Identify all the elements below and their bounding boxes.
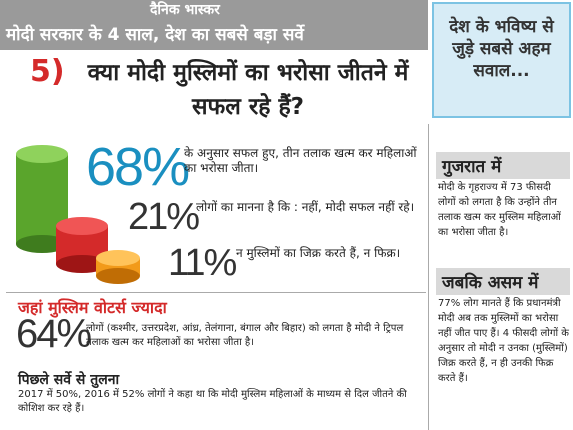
section-text: 2017 में 50%, 2016 में 52% लोगों ने कहा … [18, 389, 407, 414]
stat-text: के अनुसार सफल हुए, तीन तलाक खत्म कर महिल… [184, 146, 417, 175]
section-heading: जहां मुस्लिम वोटर्स ज्यादा [18, 298, 167, 317]
banner-title: मोदी सरकार के 4 साल, देश का सबसे बड़ा सर… [6, 25, 304, 45]
cylinder-red [56, 217, 108, 273]
section-heading: पिछले सर्वे से तुलना [18, 372, 120, 388]
logo: दैनिक भास्कर [150, 2, 220, 18]
stat-value: 64% [16, 312, 92, 356]
sidebar-box: देश के भविष्य से जुड़े सबसे अहम सवाल... [432, 2, 571, 118]
question-number: 5) [30, 54, 65, 89]
divider [6, 292, 426, 293]
stat-text: लोगों का मानना है कि : नहीं, मोदी सफल नह… [196, 200, 415, 214]
divider [428, 124, 429, 430]
question-text: क्या मोदी मुस्लिमों का भरोसा जीतने में स… [87, 60, 409, 120]
section-heading: जबकि असम में [436, 268, 570, 295]
stat-value: 68% [86, 137, 190, 197]
stat-value: 11% [168, 242, 237, 284]
stat-text: लोगों (कश्मीर, उत्तरप्रदेश, आंध्र, तेलंग… [86, 323, 404, 348]
stat-text: न मुस्लिमों का जिक्र करते हैं, न फिक्र। [236, 246, 401, 260]
section-text: 77% लोग मानते हैं कि प्रधानमंत्री मोदी अ… [438, 298, 569, 384]
cylinders [16, 145, 140, 284]
section-text: मोदी के गृहराज्य में 73 फीसदी लोगों को ल… [438, 182, 561, 238]
section-heading: गुजरात में [436, 152, 570, 179]
stat-value: 21% [128, 196, 200, 238]
banner-bg [0, 0, 428, 50]
cylinder-orange [96, 250, 140, 284]
